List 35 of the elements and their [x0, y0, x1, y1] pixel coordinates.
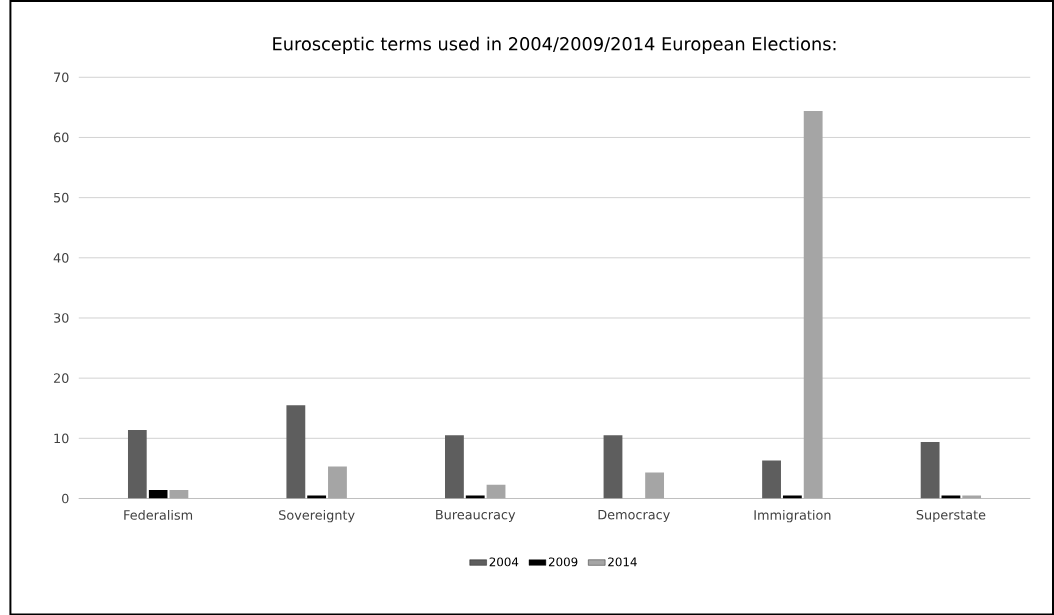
bar — [603, 435, 623, 499]
bar — [645, 472, 665, 499]
y-tick-label: 60 — [53, 132, 69, 143]
bar — [127, 429, 147, 499]
bar — [169, 489, 189, 499]
bar — [782, 495, 802, 499]
bar — [803, 110, 823, 499]
bar — [486, 484, 506, 499]
bar — [762, 460, 781, 499]
bar — [920, 441, 940, 499]
x-tick-label: Immigration — [754, 509, 831, 523]
bar — [148, 489, 168, 499]
x-tick-label: Sovereignty — [279, 509, 355, 523]
bar — [307, 495, 327, 499]
y-tick-label: 10 — [54, 433, 69, 443]
y-tick-label: 50 — [54, 192, 69, 203]
y-tick-label: 40 — [53, 252, 69, 263]
bar — [941, 495, 961, 499]
x-tick-label: Bureaucracy — [436, 509, 516, 522]
legend-label: 2004 — [489, 557, 519, 567]
legend-label: 2014 — [608, 557, 637, 567]
x-tick-label: Superstate — [916, 509, 986, 522]
bar — [328, 466, 347, 499]
y-tick-label: 30 — [54, 312, 69, 323]
x-tick-label: Democracy — [598, 509, 670, 522]
bar — [445, 435, 464, 499]
chart-title: Eurosceptic terms used in 2004/2009/2014 European Elections: — [273, 36, 836, 54]
y-tick-label: 20 — [53, 373, 69, 383]
bar — [465, 495, 485, 499]
bar — [286, 405, 306, 499]
x-tick-label: Federalism — [124, 509, 193, 520]
y-tick-label: 70 — [54, 72, 69, 82]
bar — [962, 495, 982, 499]
legend-label: 2009 — [548, 557, 578, 567]
y-tick-label: 0 — [62, 493, 69, 504]
